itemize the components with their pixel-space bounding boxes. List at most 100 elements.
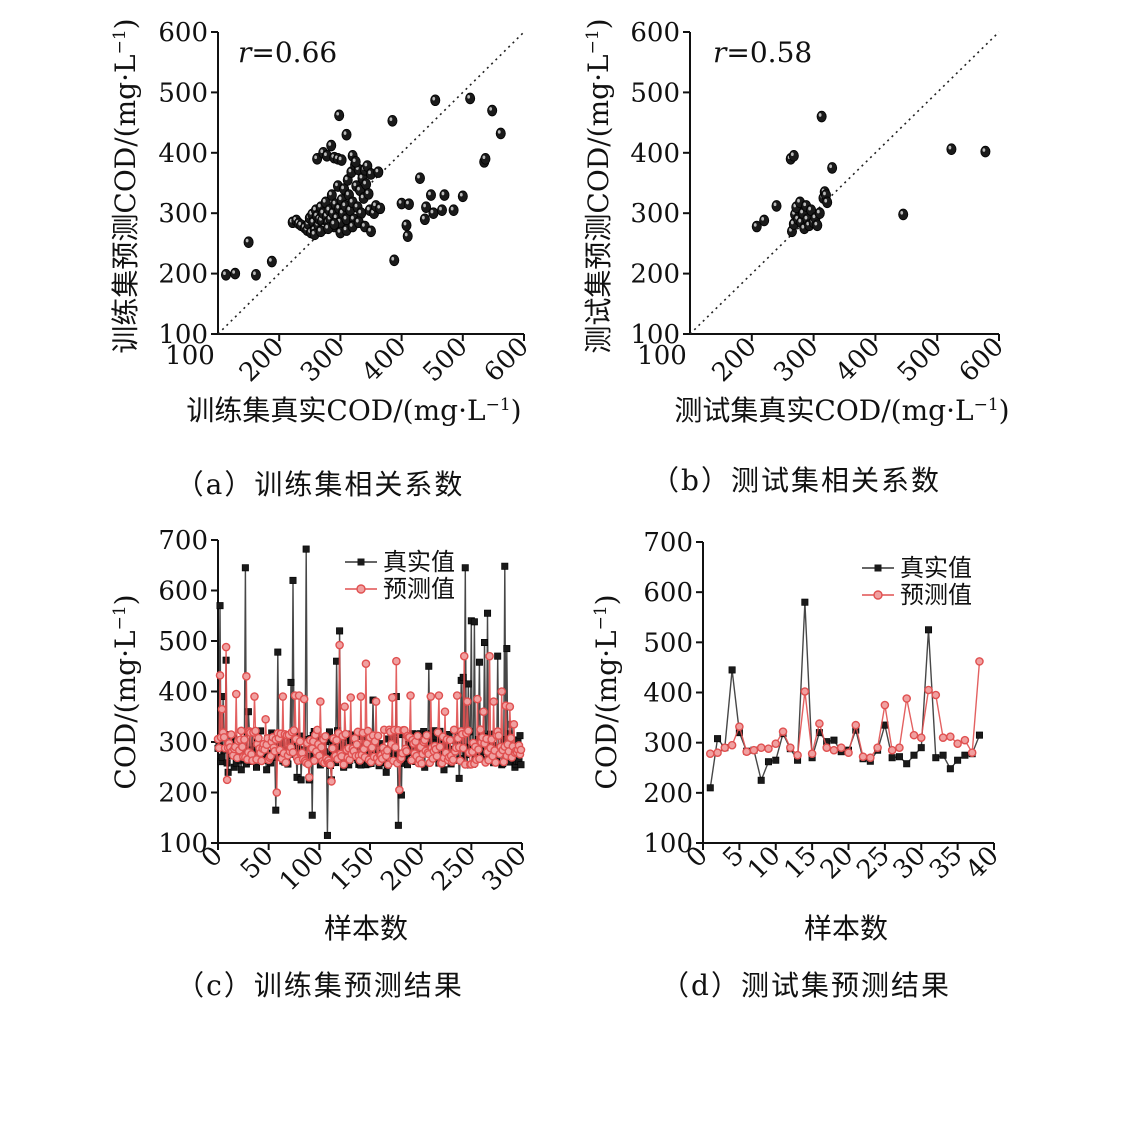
scatter-point-highlight bbox=[333, 214, 337, 219]
series-point-pred bbox=[373, 731, 383, 741]
y-tick-label: 500 bbox=[158, 627, 208, 657]
series-point-true bbox=[910, 751, 918, 759]
x-tick-label: 200 bbox=[234, 332, 290, 388]
x-tick-label: 500 bbox=[417, 332, 473, 388]
y-tick-label: 300 bbox=[158, 199, 208, 229]
series-point-pred bbox=[335, 640, 344, 650]
series-point-pred bbox=[317, 743, 326, 752]
y-tick-label: 200 bbox=[643, 779, 693, 809]
series-point-pred bbox=[272, 788, 282, 797]
scatter-point-highlight bbox=[982, 148, 986, 152]
legend-label-0: 真实值 bbox=[383, 548, 455, 576]
x-tick-label: 300 bbox=[477, 841, 533, 897]
scatter-point bbox=[822, 196, 833, 209]
scatter-point-highlight bbox=[804, 215, 808, 220]
scatter-point-highlight bbox=[404, 232, 408, 237]
y-tick-label: 100 bbox=[158, 829, 208, 859]
y-tick-label: 200 bbox=[630, 260, 680, 290]
scatter-point bbox=[480, 153, 491, 165]
series-point-pred bbox=[257, 756, 266, 766]
scatter-point bbox=[230, 267, 241, 280]
series-point-pred bbox=[895, 743, 904, 752]
scatter-point-highlight bbox=[790, 152, 794, 157]
x-tick-label: 200 bbox=[706, 332, 762, 388]
y-tick-label: 700 bbox=[643, 528, 693, 558]
series-point-pred bbox=[402, 746, 411, 756]
scatter-point-highlight bbox=[326, 206, 330, 211]
scatter-point-highlight bbox=[364, 162, 368, 167]
scatter-point bbox=[402, 230, 413, 242]
series-point-pred bbox=[509, 720, 519, 729]
scatter-point-highlight bbox=[253, 271, 256, 276]
series-point-pred bbox=[887, 745, 897, 755]
series-point-pred bbox=[960, 735, 970, 745]
scatter-point-highlight bbox=[310, 218, 314, 223]
series-point-pred bbox=[475, 754, 484, 764]
x-tick-label: 150 bbox=[325, 841, 381, 897]
scatter-point-highlight bbox=[375, 168, 379, 173]
series-point-true bbox=[830, 736, 838, 744]
series-point-pred bbox=[434, 691, 444, 700]
scatter-point bbox=[980, 145, 991, 158]
series-point-pred bbox=[356, 692, 366, 701]
scatter-point-highlight bbox=[900, 211, 904, 215]
scatter-point-highlight bbox=[338, 156, 342, 161]
series-point-pred bbox=[295, 736, 305, 746]
series-point-pred bbox=[749, 745, 759, 755]
series-point-true bbox=[494, 652, 502, 660]
scatter-point-highlight bbox=[317, 227, 321, 232]
series-point-pred bbox=[476, 725, 485, 734]
y-axis-label: 测试集预测COD/(mg·L−1) bbox=[582, 18, 615, 353]
scatter-point bbox=[419, 213, 430, 226]
scatter-point-highlight bbox=[829, 164, 833, 169]
series-point-pred bbox=[844, 748, 853, 758]
series-point-pred bbox=[382, 746, 392, 755]
series-point-pred bbox=[735, 722, 744, 731]
scatter-point bbox=[361, 178, 372, 191]
x-axis-label: 样本数 bbox=[324, 912, 408, 945]
series-point-pred bbox=[448, 755, 458, 764]
scatter-point-highlight bbox=[432, 96, 436, 101]
scatter-point bbox=[350, 156, 361, 168]
series-point-pred bbox=[251, 726, 260, 736]
series-point-true bbox=[459, 673, 467, 681]
series-point-pred bbox=[445, 735, 455, 745]
series-point-true bbox=[757, 776, 765, 784]
scatter-point-highlight bbox=[343, 226, 347, 231]
series-point-true bbox=[484, 609, 492, 617]
series-point-true bbox=[961, 751, 969, 759]
series-point-pred bbox=[449, 725, 459, 735]
scatter-point-highlight bbox=[232, 270, 236, 274]
series-point-true bbox=[308, 811, 316, 819]
y-tick-label: 600 bbox=[643, 578, 693, 608]
scatter-point bbox=[250, 269, 261, 281]
y-tick-label: 400 bbox=[158, 139, 208, 169]
y-tick-label: 700 bbox=[158, 526, 208, 556]
scatter-point bbox=[414, 172, 425, 184]
series-point-pred bbox=[316, 697, 325, 706]
series-point-pred bbox=[406, 691, 415, 700]
scatter-point bbox=[495, 127, 506, 140]
scatter-point-highlight bbox=[441, 191, 445, 196]
x-origin-label: 100 bbox=[637, 341, 687, 371]
y-tick-label: 200 bbox=[158, 779, 208, 809]
series-point-pred bbox=[458, 743, 468, 753]
x-tick-label: 50 bbox=[235, 841, 280, 886]
y-tick-label: 500 bbox=[630, 78, 680, 108]
series-point-true bbox=[218, 753, 226, 761]
series-point-pred bbox=[346, 693, 356, 702]
scatter-point-highlight bbox=[317, 203, 321, 208]
scatter-point-highlight bbox=[313, 206, 316, 211]
series-point-pred bbox=[858, 752, 868, 762]
series-line-0 bbox=[217, 549, 522, 836]
scatter-point bbox=[363, 188, 374, 200]
series-point-pred bbox=[851, 720, 861, 730]
series-point-pred bbox=[327, 777, 336, 786]
series-point-pred bbox=[242, 672, 251, 681]
series-point-true bbox=[263, 766, 271, 774]
series-point-pred bbox=[506, 733, 516, 743]
legend-marker-pred bbox=[873, 590, 883, 600]
series-point-pred bbox=[822, 743, 831, 752]
scatter-point-highlight bbox=[358, 209, 362, 214]
